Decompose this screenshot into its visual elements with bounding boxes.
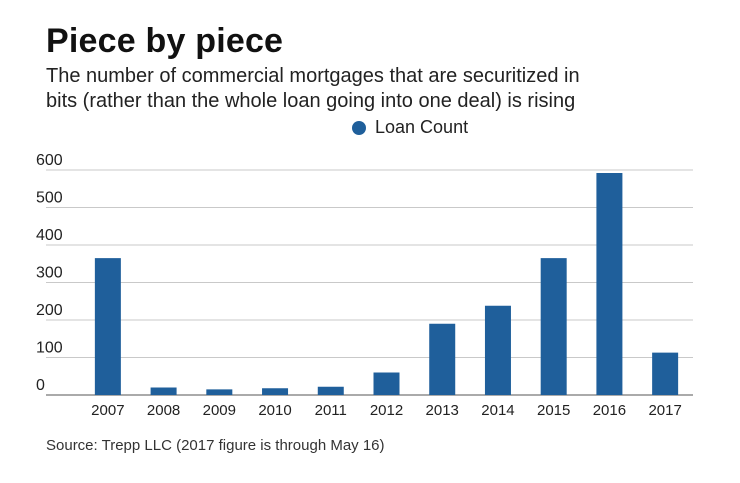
bar-2009	[206, 389, 233, 395]
bar-2010	[262, 388, 289, 395]
bar-2014	[484, 305, 511, 395]
y-tick-label: 400	[36, 227, 63, 244]
x-tick-label: 2017	[648, 402, 681, 419]
bar-2016	[596, 173, 623, 395]
bar-2017	[652, 352, 679, 395]
bar-2008	[150, 387, 177, 395]
bar-2012	[373, 372, 400, 395]
chart-subtitle: The number of commercial mortgages that …	[46, 64, 716, 114]
x-tick-label: 2013	[426, 402, 459, 419]
y-tick-label: 500	[36, 190, 63, 207]
x-tick-label: 2010	[258, 402, 291, 419]
bar-2015	[540, 258, 567, 395]
x-tick-label: 2014	[481, 402, 514, 419]
chart-title: Piece by piece	[46, 22, 284, 60]
y-tick-label: 300	[36, 265, 63, 282]
grid-lines	[46, 169, 693, 396]
y-tick-label: 100	[36, 340, 63, 357]
subtitle-line-2: bits (rather than the whole loan going i…	[46, 90, 576, 112]
x-tick-label: 2012	[370, 402, 403, 419]
subtitle-line-1: The number of commercial mortgages that …	[46, 65, 580, 87]
legend-label: Loan Count	[375, 117, 469, 137]
x-tick-label: 2016	[593, 402, 626, 419]
legend-swatch	[352, 120, 366, 135]
x-axis-tick-labels: 2007 2008 2009 2010 2011 2012 2013 2014 2015 2016…	[91, 402, 682, 419]
y-tick-label: 0	[36, 377, 45, 394]
bar-2007	[94, 258, 121, 395]
x-tick-label: 2015	[537, 402, 570, 419]
y-tick-label: 200	[36, 302, 63, 319]
bars	[94, 173, 679, 395]
x-tick-label: 2011	[315, 402, 347, 419]
bar-2011	[317, 386, 344, 395]
y-tick-label: 600	[36, 152, 63, 169]
chart-legend: Loan Count	[352, 117, 468, 138]
x-tick-label: 2007	[91, 402, 124, 419]
bar-2013	[429, 323, 456, 395]
source-note: Source: Trepp LLC (2017 figure is throug…	[46, 437, 385, 454]
x-tick-label: 2009	[203, 402, 236, 419]
x-tick-label: 2008	[147, 402, 180, 419]
y-axis-tick-labels: 0 100 200 300 400 500 600	[36, 152, 63, 394]
